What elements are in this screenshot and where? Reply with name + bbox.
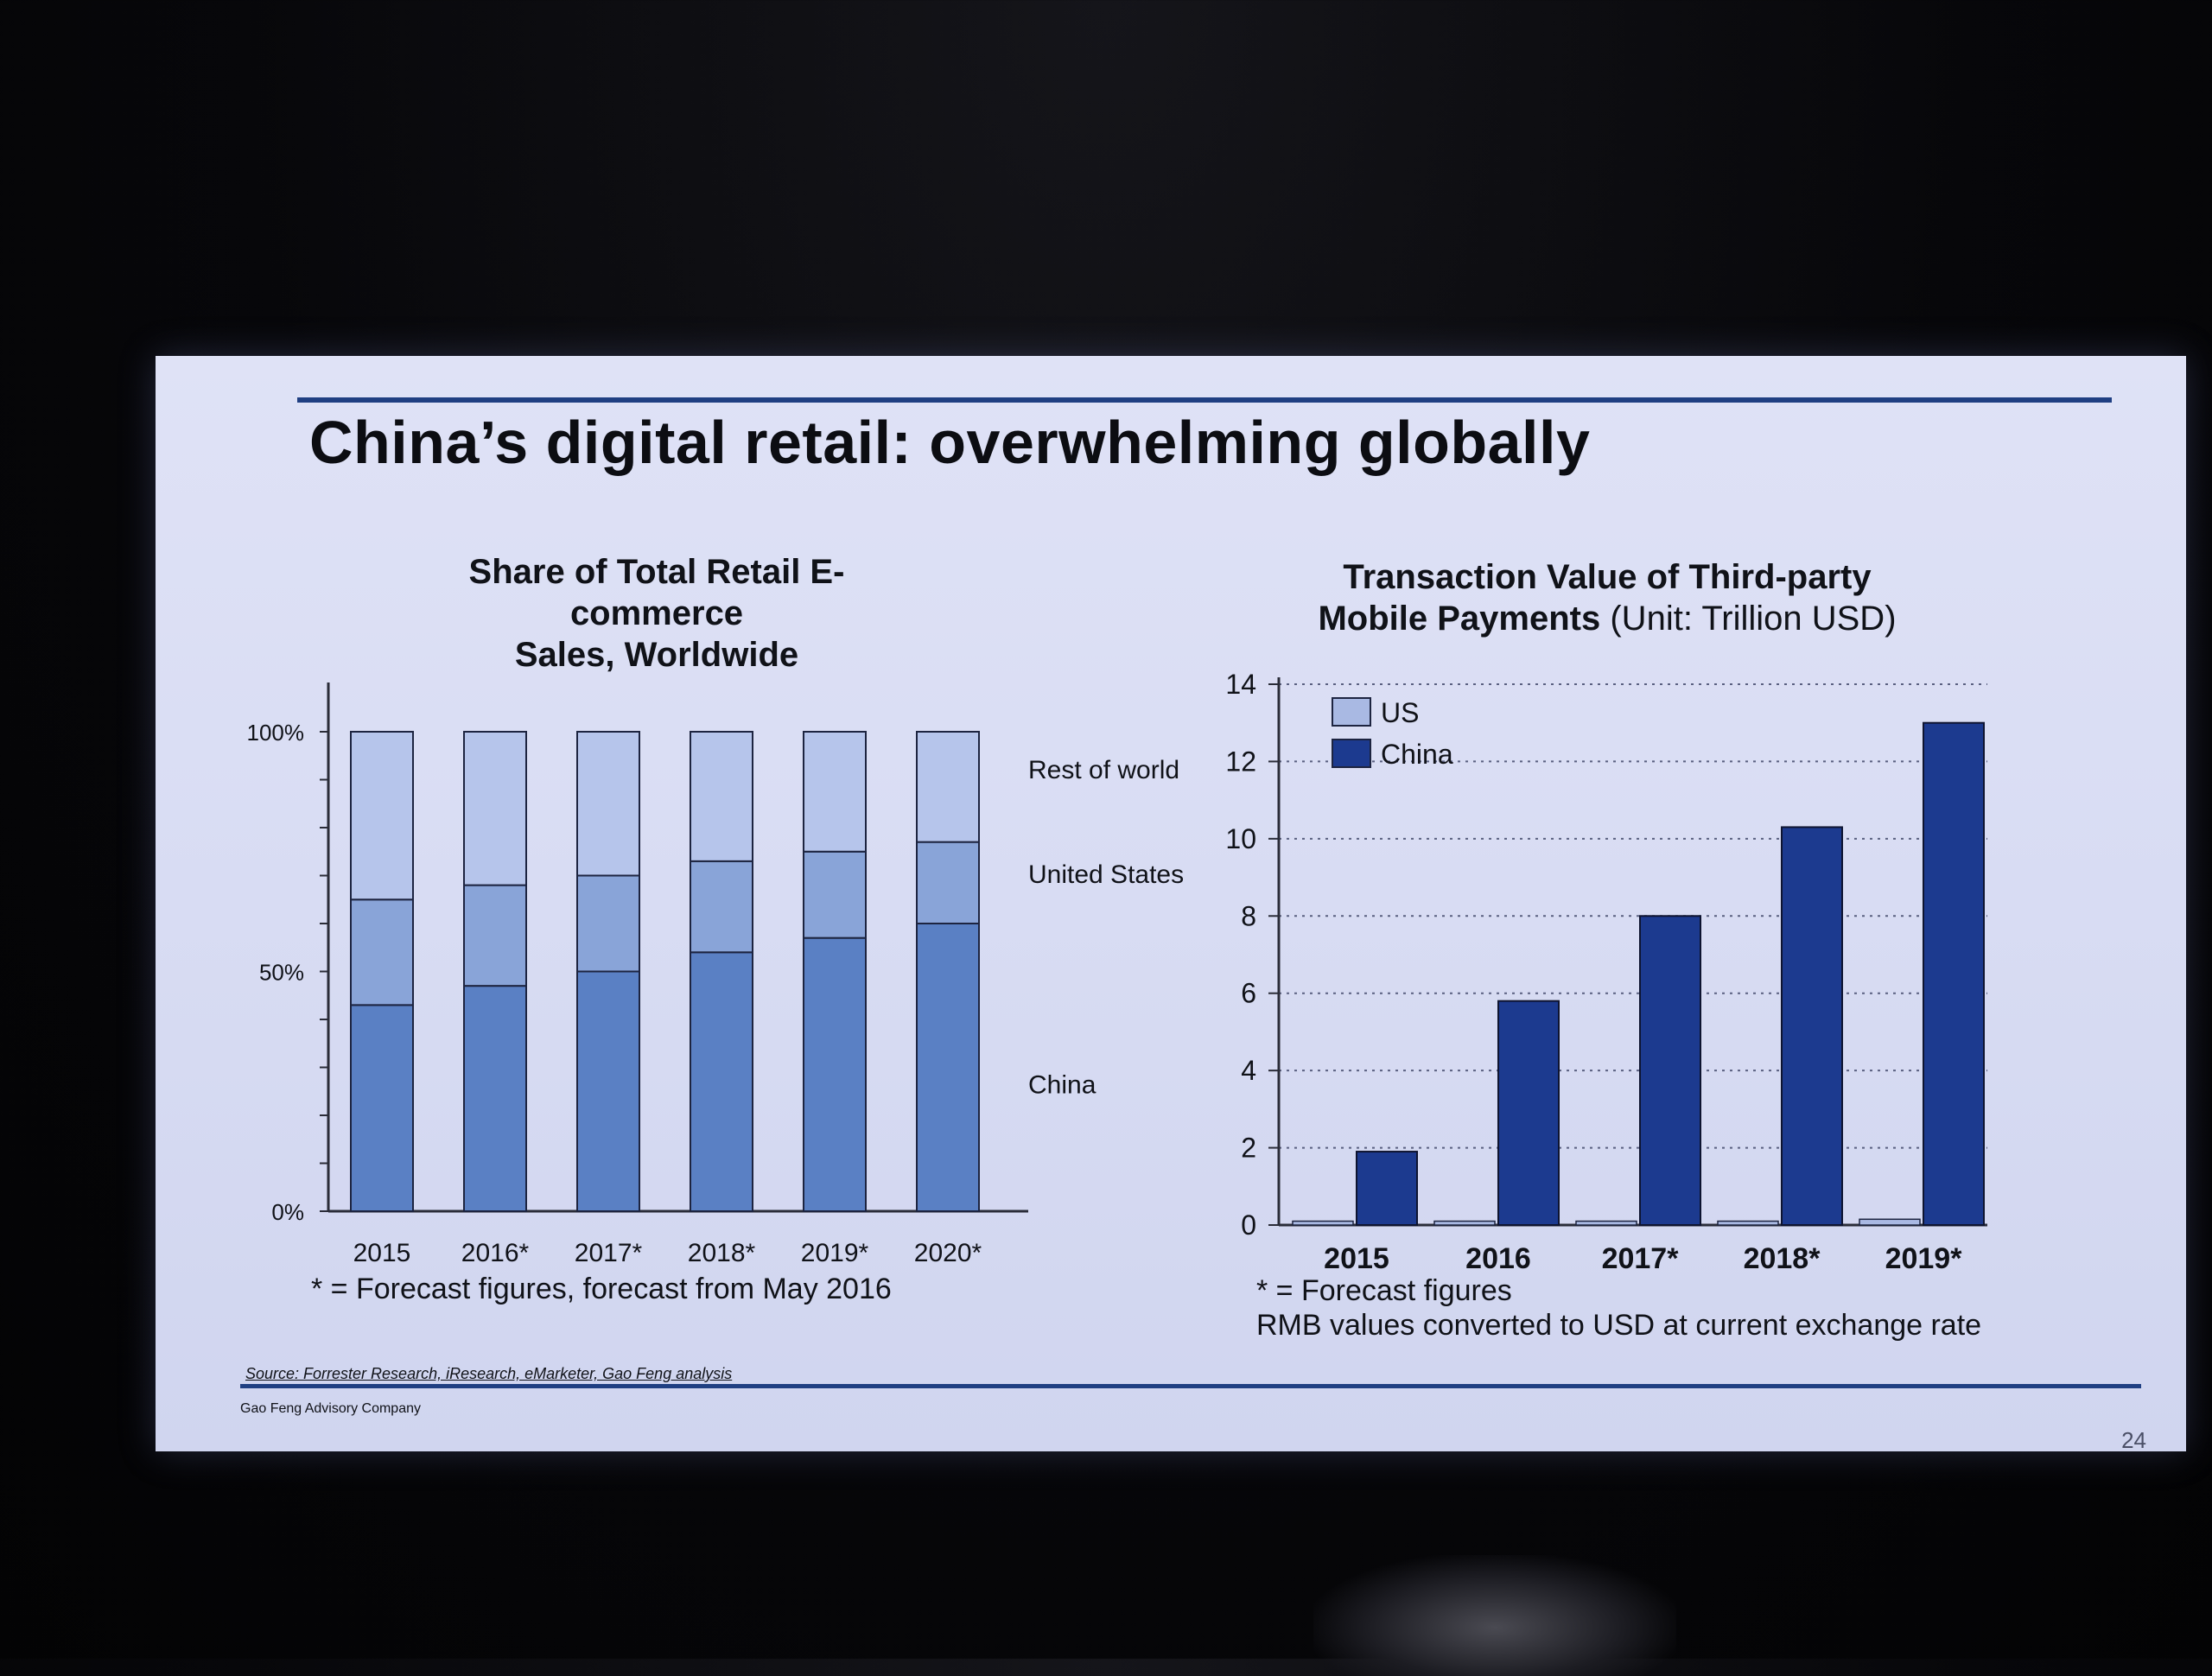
left-series-label: China (1028, 1071, 1096, 1100)
right-legend-label: China (1381, 739, 1453, 770)
right-legend-swatch (1332, 739, 1371, 768)
right-chart-subtitle: Transaction Value of Third-party Mobile … (1279, 556, 1936, 639)
right-legend-label: US (1381, 697, 1419, 728)
left-footnote: * = Forecast figures, forecast from May … (311, 1273, 892, 1305)
right-x-tick-label: 2017* (1602, 1242, 1680, 1275)
right-footnote-1: * = Forecast figures (1256, 1274, 1512, 1307)
left-x-tick-label: 2015 (353, 1239, 411, 1267)
left-y-tick-label: 100% (247, 720, 305, 746)
left-stacked-bar-chart: 0% 50% 100% 2015 2016* 2017* 2018* 2019* 2020* Ch… (247, 682, 1184, 1267)
left-bar-segment-united-states (803, 850, 867, 939)
left-chart-subtitle: Share of Total Retail E-commerce Sales, … (389, 551, 925, 676)
right-subtitle-line1: Transaction Value of Third-party (1343, 558, 1872, 596)
right-bar-china (1923, 721, 1985, 1226)
left-bar-segment-rest-of-world (463, 731, 527, 886)
company-name: Gao Feng Advisory Company (240, 1401, 421, 1416)
left-bar-segment-united-states (463, 884, 527, 987)
left-y-tick-label: 0% (271, 1199, 304, 1225)
page-number: 24 (2121, 1427, 2146, 1453)
left-subtitle-line1: Share of Total Retail E-commerce (468, 553, 845, 632)
right-bar-us (1859, 1218, 1921, 1226)
left-x-tick-label: 2016* (461, 1239, 530, 1267)
right-y-tick-label: 0 (1241, 1209, 1256, 1241)
right-x-tick-label: 2015 (1324, 1242, 1389, 1275)
top-rule (297, 397, 2112, 403)
right-footnote-2: RMB values converted to USD at current e… (1256, 1309, 1982, 1342)
right-bar-us (1717, 1220, 1779, 1226)
left-bar-segment-china (350, 1004, 414, 1212)
right-bar-china (1639, 915, 1701, 1226)
right-bar-us (1575, 1220, 1637, 1226)
left-bar-segment-china (803, 936, 867, 1213)
right-x-tick-label: 2019* (1885, 1242, 1963, 1275)
left-x-tick-label: 2019* (801, 1239, 869, 1267)
right-bar-chart: 0 2 4 6 8 10 12 14 2015 2016 2017* 2018* 2019* US Chin… (1225, 669, 1987, 1275)
right-subtitle-line2: Mobile Payments (Unit: Trillion USD) (1279, 598, 1936, 639)
left-series-label: Rest of world (1028, 756, 1179, 784)
left-bar-segment-rest-of-world (916, 731, 980, 843)
right-bar-china (1497, 1000, 1560, 1227)
right-y-tick-label: 12 (1225, 746, 1256, 777)
left-x-tick-label: 2018* (688, 1239, 756, 1267)
right-legend-swatch (1332, 697, 1371, 727)
left-bar-segment-united-states (350, 898, 414, 1006)
right-y-tick-label: 2 (1241, 1133, 1256, 1164)
left-bar-segment-rest-of-world (690, 731, 753, 862)
right-y-tick-label: 6 (1241, 978, 1256, 1009)
left-bar-segment-china (576, 970, 640, 1212)
right-x-tick-label: 2018* (1744, 1242, 1821, 1275)
right-bar-us (1433, 1220, 1496, 1226)
right-bar-china (1781, 826, 1843, 1226)
right-x-tick-label: 2016 (1465, 1242, 1531, 1275)
right-y-tick-label: 14 (1225, 669, 1256, 700)
left-x-tick-label: 2020* (914, 1239, 982, 1267)
left-subtitle-line2: Sales, Worldwide (514, 636, 799, 674)
source-note: Source: Forrester Research, iResearch, e… (245, 1365, 733, 1382)
right-subtitle-bold: Mobile Payments (1318, 600, 1601, 638)
right-subtitle-unit: (Unit: Trillion USD) (1610, 600, 1897, 638)
left-series-label: United States (1028, 860, 1184, 889)
left-bar-segment-rest-of-world (350, 731, 414, 901)
presentation-slide: China’s digital retail: overwhelming glo… (156, 356, 2186, 1453)
left-bar-segment-rest-of-world (576, 731, 640, 877)
left-bar-segment-china (463, 985, 527, 1213)
left-bar-segment-rest-of-world (803, 731, 867, 853)
left-y-tick-label: 50% (259, 960, 304, 986)
bottom-rule (240, 1384, 2141, 1388)
right-y-tick-label: 8 (1241, 900, 1256, 931)
left-x-tick-label: 2017* (575, 1239, 643, 1267)
right-bar-us (1292, 1220, 1354, 1226)
right-y-tick-label: 4 (1241, 1055, 1256, 1086)
right-bar-china (1356, 1151, 1418, 1226)
left-bar-segment-united-states (690, 860, 753, 954)
slide-title: China’s digital retail: overwhelming glo… (309, 409, 1591, 476)
left-bar-segment-china (916, 923, 980, 1212)
right-y-tick-label: 10 (1225, 823, 1256, 854)
stage-light (1313, 1555, 1676, 1676)
left-bar-segment-china (690, 951, 753, 1212)
